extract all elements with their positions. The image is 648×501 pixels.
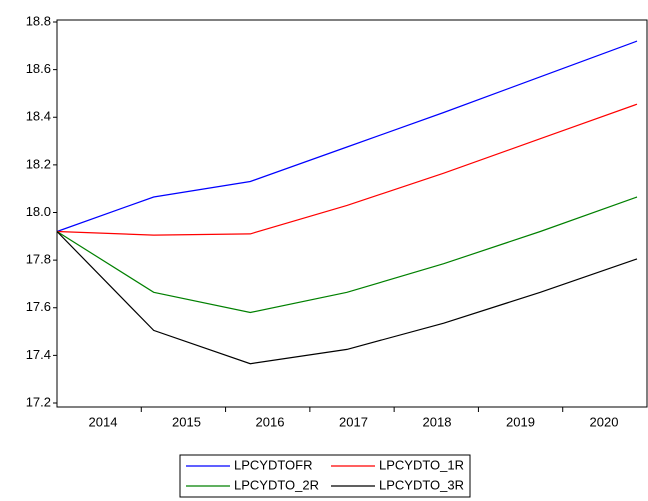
x-tick-label: 2019 (506, 414, 535, 429)
series-line (56, 196, 638, 314)
x-tick-label: 2014 (89, 414, 118, 429)
plot-frame (56, 19, 648, 408)
x-tick-label: 2018 (423, 414, 452, 429)
y-tick-label: 18.2 (26, 156, 51, 171)
x-tick-label: 2017 (339, 414, 368, 429)
y-tick-label: 17.6 (26, 299, 51, 314)
series-line (56, 103, 638, 236)
x-tick-label: 2015 (172, 414, 201, 429)
y-tick-label: 18.6 (26, 61, 51, 76)
legend-box (179, 454, 471, 498)
y-tick-label: 18.4 (26, 109, 51, 124)
x-tick-label: 2020 (590, 414, 619, 429)
y-tick-label: 18.8 (26, 13, 51, 28)
legend-label: LPCYDTO_3R (379, 477, 464, 492)
y-tick-label: 17.4 (26, 347, 51, 362)
y-tick-label: 18.0 (26, 204, 51, 219)
x-tick-label: 2016 (256, 414, 285, 429)
series-line (56, 40, 638, 233)
legend-label: LPCYDTO_1R (379, 457, 464, 472)
y-tick-label: 17.2 (26, 394, 51, 409)
legend-label: LPCYDTO_2R (234, 477, 319, 492)
series-line (56, 231, 638, 365)
y-tick-label: 17.8 (26, 252, 51, 267)
legend-label: LPCYDTOFR (234, 457, 313, 472)
